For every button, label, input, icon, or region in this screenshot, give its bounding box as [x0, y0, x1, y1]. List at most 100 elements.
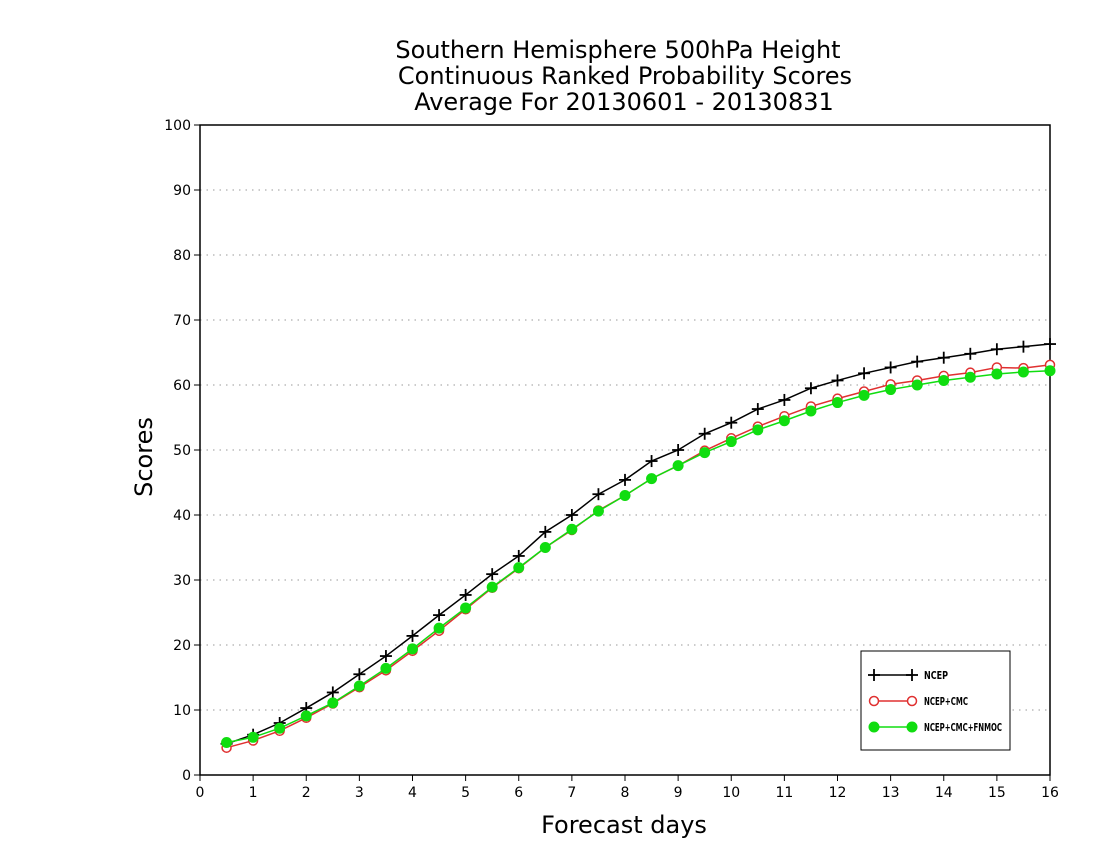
x-tick-label: 3	[355, 785, 364, 801]
legend-item-ncep-cmc: NCEP+CMC	[868, 695, 968, 708]
x-tick-label: 9	[674, 785, 683, 801]
data-point-ncep	[1017, 340, 1030, 353]
x-tick-label: 15	[988, 785, 1006, 801]
data-point-ncep-cmc-fnmoc	[460, 602, 472, 614]
y-tick-label: 30	[173, 573, 191, 589]
data-point-ncep-cmc-fnmoc	[672, 460, 684, 472]
data-point-ncep-cmc-fnmoc	[646, 473, 658, 485]
y-tick-label: 70	[173, 313, 191, 329]
data-point-ncep-cmc-fnmoc	[221, 737, 233, 748]
y-tick-label: 60	[173, 378, 191, 394]
data-point-ncep	[884, 361, 897, 374]
series-ncep-cmc-fnmoc	[221, 365, 1056, 748]
legend-label: NCEP+CMC	[924, 695, 968, 708]
y-axis-label: Scores	[130, 417, 158, 497]
data-point-ncep	[406, 629, 419, 642]
data-point-ncep-cmc-fnmoc	[247, 731, 259, 743]
data-point-ncep	[459, 588, 472, 601]
series-line-ncep	[226, 343, 1051, 745]
x-tick-label: 11	[775, 785, 793, 801]
x-tick-label: 2	[302, 785, 311, 801]
y-axis: 0 10 20 30 40 50 60 70 80 90 100	[164, 118, 200, 784]
data-point-ncep-cmc-fnmoc	[805, 405, 817, 417]
data-point-ncep	[645, 455, 658, 468]
data-point-ncep	[964, 347, 977, 360]
data-point-ncep	[858, 367, 871, 380]
y-tick-label: 20	[173, 638, 191, 654]
data-point-ncep	[751, 403, 764, 416]
data-point-ncep	[565, 509, 578, 521]
x-axis: 0 1 2 3 4 5 6 7 8 9 10 11 12 13 14 15 16	[196, 775, 1059, 801]
x-tick-label: 8	[621, 785, 630, 801]
x-tick-label: 16	[1041, 785, 1059, 801]
data-point-ncep-cmc-fnmoc	[433, 622, 445, 634]
data-point-ncep-cmc-fnmoc	[327, 697, 339, 709]
legend-marker	[906, 669, 918, 681]
data-point-ncep-cmc-fnmoc	[752, 424, 764, 436]
data-point-ncep-cmc-fnmoc	[725, 436, 737, 448]
data-point-ncep	[990, 343, 1003, 356]
x-tick-label: 14	[935, 785, 953, 801]
data-point-ncep-cmc-fnmoc	[832, 397, 843, 409]
data-point-ncep	[672, 444, 685, 456]
data-point-ncep	[1044, 338, 1056, 351]
y-tick-label: 50	[173, 443, 191, 459]
data-point-ncep	[619, 473, 631, 486]
data-point-ncep-cmc-fnmoc	[566, 523, 578, 535]
data-point-ncep-cmc-fnmoc	[938, 374, 950, 386]
data-point-ncep-cmc-fnmoc	[274, 722, 286, 734]
y-tick-label: 80	[173, 248, 191, 264]
data-point-ncep-cmc-fnmoc	[380, 662, 392, 674]
data-point-ncep-cmc-fnmoc	[592, 505, 604, 517]
legend-marker	[906, 721, 918, 733]
data-point-ncep-cmc-fnmoc	[699, 447, 711, 459]
x-tick-label: 4	[408, 785, 417, 801]
data-point-ncep	[937, 351, 950, 364]
x-tick-label: 12	[829, 785, 847, 801]
data-point-ncep	[512, 549, 525, 562]
data-point-ncep	[326, 686, 339, 699]
data-point-ncep	[433, 609, 446, 622]
y-tick-label: 0	[182, 768, 191, 784]
data-point-ncep	[804, 382, 817, 395]
legend-marker	[868, 721, 880, 733]
data-point-ncep-cmc-fnmoc	[1044, 365, 1056, 377]
legend: NCEP NCEP+CMC NCEP+CMC+FNMOC	[860, 650, 1011, 751]
data-point-ncep	[831, 374, 844, 387]
data-point-ncep-cmc-fnmoc	[885, 384, 897, 396]
data-point-ncep	[379, 650, 392, 663]
series-ncep	[220, 338, 1056, 750]
x-tick-label: 10	[722, 785, 740, 801]
y-tick-label: 40	[173, 508, 191, 524]
data-point-ncep-cmc-fnmoc	[778, 415, 790, 427]
data-point-ncep	[539, 525, 552, 538]
x-tick-label: 5	[461, 785, 470, 801]
x-tick-label: 6	[514, 785, 523, 801]
data-point-ncep-cmc-fnmoc	[964, 371, 976, 383]
data-point-ncep	[592, 488, 605, 501]
legend-label: NCEP+CMC+FNMOC	[924, 721, 1002, 734]
data-point-ncep-cmc-fnmoc	[353, 680, 365, 692]
legend-item-ncep-cmc-fnmoc: NCEP+CMC+FNMOC	[868, 721, 1002, 734]
grid	[200, 189, 1050, 711]
x-axis-label: Forecast days	[541, 811, 707, 839]
legend-marker	[868, 695, 880, 707]
y-tick-label: 100	[164, 118, 191, 134]
x-tick-label: 13	[882, 785, 900, 801]
data-point-ncep	[698, 427, 711, 440]
data-point-ncep	[486, 568, 499, 581]
data-point-ncep	[778, 393, 791, 406]
series-layer	[220, 338, 1056, 753]
title-line-3: Average For 20130601 - 20130831	[414, 88, 834, 116]
title-line-1: Southern Hemisphere 500hPa Height	[395, 36, 840, 64]
data-point-ncep-cmc-fnmoc	[1017, 366, 1029, 378]
y-tick-label: 10	[173, 703, 191, 719]
data-point-ncep-cmc-fnmoc	[991, 368, 1003, 380]
data-point-ncep-cmc-fnmoc	[513, 562, 525, 574]
data-point-ncep-cmc-fnmoc	[539, 542, 551, 553]
legend-marker	[868, 669, 880, 681]
data-point-ncep-cmc-fnmoc	[407, 643, 418, 655]
legend-marker	[906, 695, 918, 707]
title-line-2: Continuous Ranked Probability Scores	[398, 62, 852, 90]
